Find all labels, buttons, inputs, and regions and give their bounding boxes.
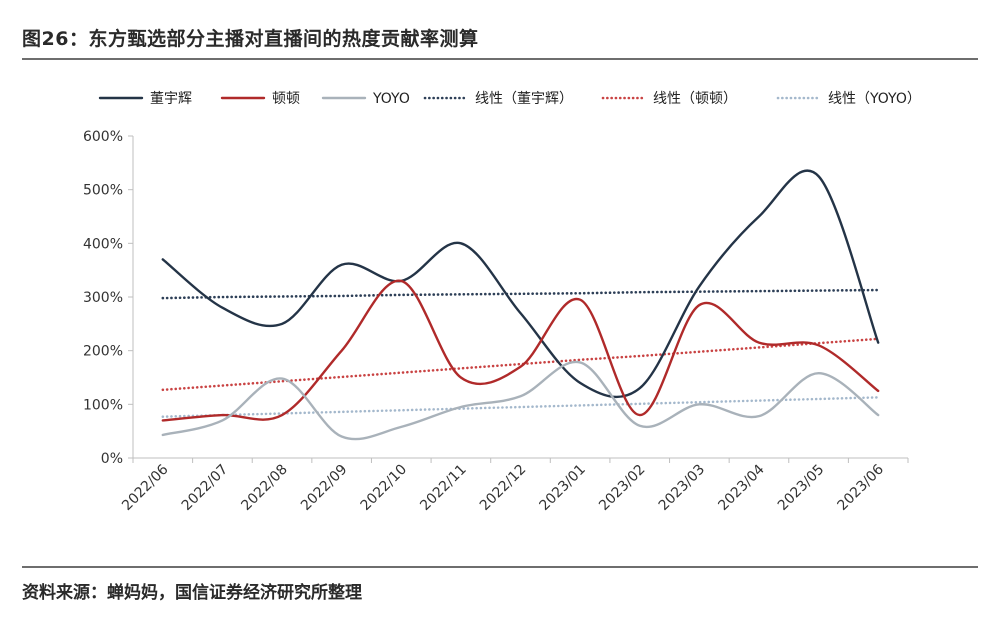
figure-title: 图26：东方甄选部分主播对直播间的热度贡献率测算 [22, 28, 479, 50]
x-tick-label: 2023/05 [775, 462, 827, 514]
series-group [161, 169, 880, 441]
legend-label-4: 线性（董宇辉） [475, 91, 573, 107]
x-tick-label: 2023/02 [596, 462, 648, 514]
y-tick-label: 600% [83, 129, 123, 145]
series-line-6 [161, 396, 880, 418]
legend-label-1: 董宇辉 [150, 91, 192, 107]
y-tick-label: 400% [83, 236, 123, 252]
x-tick-label: 2022/10 [358, 462, 410, 514]
series-line-2 [161, 279, 880, 422]
x-tick-label: 2022/11 [417, 462, 469, 514]
x-tick-label: 2022/12 [477, 462, 529, 514]
x-tick-label: 2023/03 [656, 462, 708, 514]
title-rule [22, 58, 978, 60]
legend-label-2: 顿顿 [272, 91, 300, 107]
x-tick-label: 2023/04 [715, 461, 768, 514]
x-tick-label: 2022/07 [179, 462, 231, 514]
x-tick-label: 2022/08 [238, 462, 290, 514]
legend-label-6: 线性（YOYO） [828, 91, 921, 107]
y-tick-label: 300% [83, 290, 123, 306]
x-tick-label: 2022/06 [119, 461, 172, 514]
legend-label-3: YOYO [372, 91, 410, 107]
y-tick-label: 500% [83, 183, 123, 199]
x-tick-label: 2023/01 [536, 462, 588, 514]
x-tick-label: 2023/06 [835, 461, 888, 514]
series-line-5 [161, 337, 880, 392]
series-line-1 [161, 169, 880, 398]
line-chart: 董宇辉 顿顿 YOYO 线性（董宇辉） 线性（顿顿） 线性（YOYO） 0% 100% 200… [83, 91, 921, 514]
legend-label-5: 线性（顿顿） [653, 91, 737, 107]
legend: 董宇辉 顿顿 YOYO 线性（董宇辉） 线性（顿顿） 线性（YOYO） [98, 91, 921, 107]
y-tick-label: 0% [101, 451, 123, 467]
x-tick-label: 2022/09 [298, 462, 350, 514]
figure-source: 资料来源：蝉妈妈，国信证券经济研究所整理 [22, 583, 362, 603]
source-rule [22, 566, 978, 568]
series-line-3 [161, 360, 880, 441]
y-tick-label: 200% [83, 344, 123, 360]
series-line-4 [161, 288, 880, 300]
y-tick-label: 100% [83, 397, 123, 413]
